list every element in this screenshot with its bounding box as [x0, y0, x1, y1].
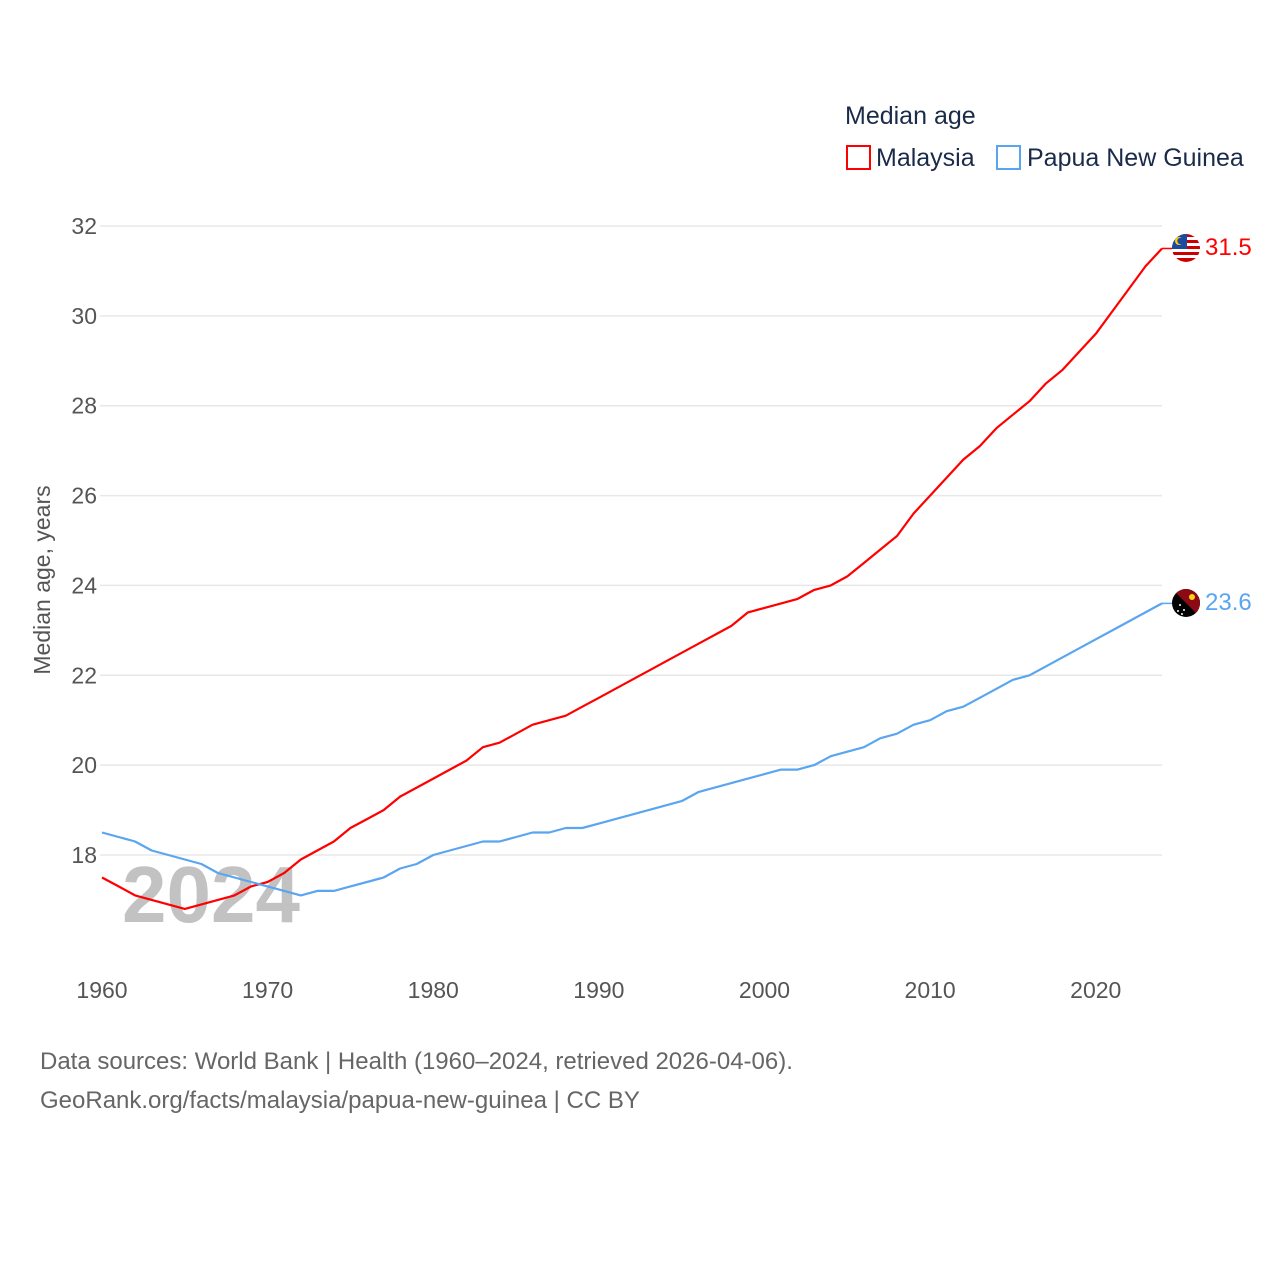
y-tick-label: 28: [71, 393, 97, 419]
series-line-papua-new-guinea[interactable]: [101, 602, 1163, 897]
footer-link[interactable]: GeoRank.org/facts/malaysia/papua-new-gui…: [40, 1087, 640, 1114]
x-tick-label: 1960: [76, 977, 127, 1003]
watermark-year: 2024: [122, 850, 300, 939]
end-label-papua-new-guinea: 23.6: [1205, 589, 1252, 616]
y-tick-label: 26: [71, 483, 97, 509]
y-tick-label: 18: [71, 842, 97, 868]
x-tick-label: 2020: [1070, 977, 1121, 1003]
y-axis-title: Median age, years: [29, 485, 55, 674]
legend-item-papua-new-guinea[interactable]: Papua New Guinea: [996, 144, 1244, 172]
legend-item-malaysia[interactable]: Malaysia: [846, 144, 975, 172]
legend-title: Median age: [845, 102, 976, 130]
legend-label-png: Papua New Guinea: [1027, 144, 1244, 172]
x-tick-label: 1970: [242, 977, 293, 1003]
y-tick-label: 24: [71, 572, 97, 598]
x-tick-label: 2010: [905, 977, 956, 1003]
legend-label-malaysia: Malaysia: [876, 144, 975, 172]
x-tick-label: 1980: [408, 977, 459, 1003]
legend: Median age Malaysia Papua New Guinea: [845, 102, 1244, 172]
malaysia-flag-icon: [1172, 234, 1200, 262]
series-line-malaysia[interactable]: [101, 247, 1163, 911]
x-tick-label: 1990: [573, 977, 624, 1003]
legend-swatch-malaysia: [846, 145, 871, 170]
papua-new-guinea-flag-icon: [1172, 589, 1200, 617]
x-tick-label: 2000: [739, 977, 790, 1003]
footer-sources: Data sources: World Bank | Health (1960–…: [40, 1048, 793, 1075]
y-tick-label: 30: [71, 303, 97, 329]
y-tick-label: 32: [71, 213, 97, 239]
y-tick-label: 20: [71, 752, 97, 778]
end-label-malaysia: 31.5: [1205, 234, 1252, 261]
legend-swatch-png: [996, 145, 1021, 170]
y-tick-label: 22: [71, 662, 97, 688]
